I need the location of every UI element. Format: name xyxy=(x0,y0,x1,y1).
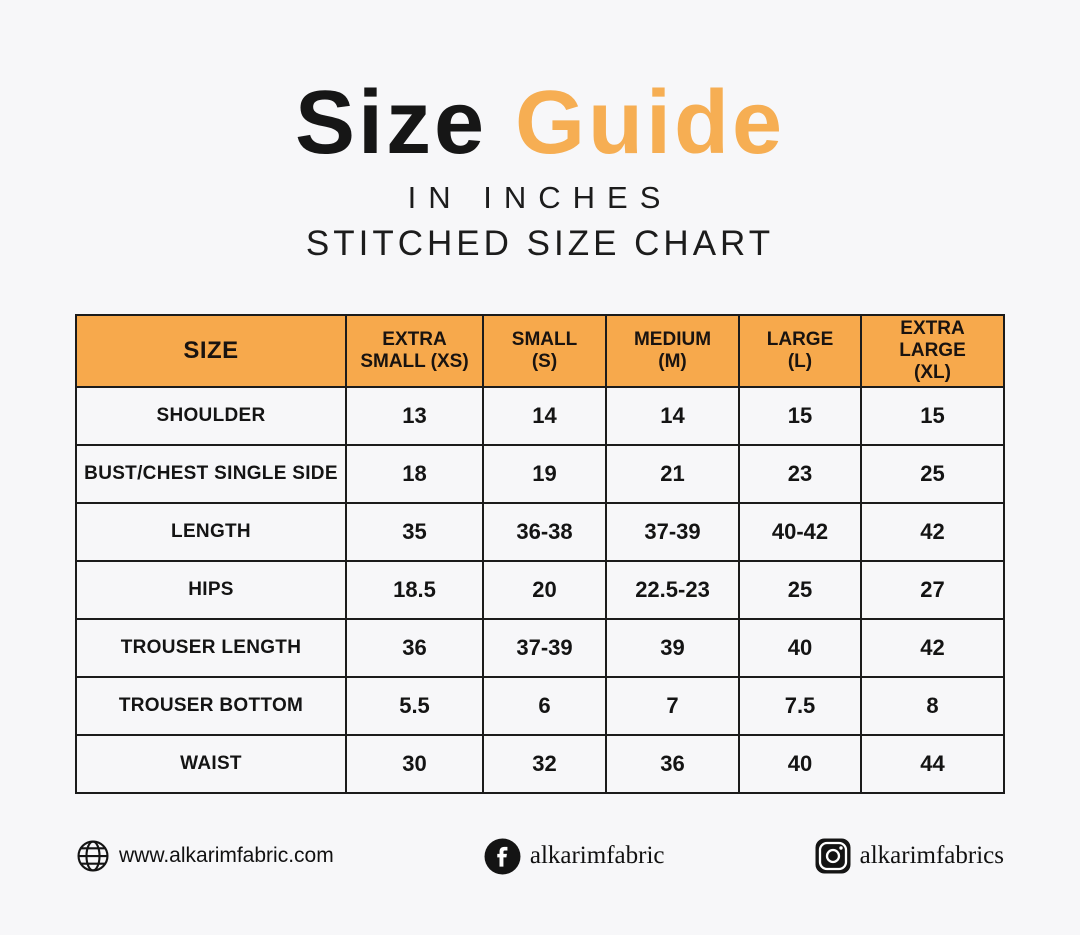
size-value: 37-39 xyxy=(605,501,740,562)
size-value: 25 xyxy=(860,443,1005,504)
table-row-shoulder: SHOULDER 13 14 14 15 15 xyxy=(75,385,1005,446)
globe-icon xyxy=(76,839,110,873)
size-value: 8 xyxy=(860,675,1005,736)
size-value: 6 xyxy=(482,675,607,736)
page-title-size: Size xyxy=(294,73,488,173)
row-label: WAIST xyxy=(75,733,347,794)
website-text: www.alkarimfabric.com xyxy=(119,844,334,868)
size-value: 30 xyxy=(345,733,484,794)
size-value: 14 xyxy=(605,385,740,446)
table-row-bust-chest: BUST/CHEST SINGLE SIDE 18 19 21 23 25 xyxy=(75,443,1005,504)
size-value: 40-42 xyxy=(738,501,862,562)
row-label: HIPS xyxy=(75,559,347,620)
column-header-extra-large: EXTRA LARGE (XL) xyxy=(860,314,1005,388)
size-value: 18 xyxy=(345,443,484,504)
subtitle-stitched-size-chart: STITCHED SIZE CHART xyxy=(305,224,775,263)
size-chart-table: SIZE EXTRA SMALL (XS) SMALL (S) MEDIUM (… xyxy=(75,314,1005,794)
table-header-row: SIZE EXTRA SMALL (XS) SMALL (S) MEDIUM (… xyxy=(75,314,1005,388)
footer: www.alkarimfabric.com alkarimfabric xyxy=(76,838,1004,875)
facebook-text: alkarimfabric xyxy=(529,842,665,870)
size-value: 40 xyxy=(738,617,862,678)
size-value: 25 xyxy=(738,559,862,620)
header-block: Size Guide IN INCHES STITCHED SIZE CHART xyxy=(0,78,1080,264)
size-value: 18.5 xyxy=(345,559,484,620)
size-value: 13 xyxy=(345,385,484,446)
size-value: 37-39 xyxy=(482,617,607,678)
size-value: 44 xyxy=(860,733,1005,794)
facebook-icon xyxy=(484,838,521,875)
size-value: 36-38 xyxy=(482,501,607,562)
size-value: 40 xyxy=(738,733,862,794)
size-value: 5.5 xyxy=(345,675,484,736)
table-row-trouser-bottom: TROUSER BOTTOM 5.5 6 7 7.5 8 xyxy=(75,675,1005,736)
column-header-large: LARGE (L) xyxy=(738,314,862,388)
row-label: LENGTH xyxy=(75,501,347,562)
size-value: 27 xyxy=(860,559,1005,620)
table-row-trouser-length: TROUSER LENGTH 36 37-39 39 40 42 xyxy=(75,617,1005,678)
size-value: 42 xyxy=(860,501,1005,562)
size-value: 32 xyxy=(482,733,607,794)
page-title: Size Guide xyxy=(0,78,1080,168)
row-label: SHOULDER xyxy=(75,385,347,446)
size-value: 22.5-23 xyxy=(605,559,740,620)
size-value: 21 xyxy=(605,443,740,504)
size-value: 36 xyxy=(345,617,484,678)
row-label: TROUSER LENGTH xyxy=(75,617,347,678)
subtitle-in-inches: IN INCHES xyxy=(407,180,673,215)
column-header-extra-small: EXTRA SMALL (XS) xyxy=(345,314,484,388)
facebook-link[interactable]: alkarimfabric xyxy=(484,838,665,875)
row-label: TROUSER BOTTOM xyxy=(75,675,347,736)
size-value: 20 xyxy=(482,559,607,620)
table-row-hips: HIPS 18.5 20 22.5-23 25 27 xyxy=(75,559,1005,620)
table-row-length: LENGTH 35 36-38 37-39 40-42 42 xyxy=(75,501,1005,562)
instagram-link[interactable]: alkarimfabrics xyxy=(815,838,1004,874)
size-value: 36 xyxy=(605,733,740,794)
size-value: 7 xyxy=(605,675,740,736)
size-value: 42 xyxy=(860,617,1005,678)
size-value: 39 xyxy=(605,617,740,678)
row-label: BUST/CHEST SINGLE SIDE xyxy=(75,443,347,504)
column-header-small: SMALL (S) xyxy=(482,314,607,388)
size-value: 15 xyxy=(860,385,1005,446)
instagram-icon xyxy=(815,838,851,874)
page-title-guide: Guide xyxy=(515,73,786,173)
column-header-size: SIZE xyxy=(75,314,347,388)
size-value: 35 xyxy=(345,501,484,562)
instagram-text: alkarimfabrics xyxy=(859,842,1004,870)
size-value: 7.5 xyxy=(738,675,862,736)
size-value: 23 xyxy=(738,443,862,504)
size-value: 15 xyxy=(738,385,862,446)
table-row-waist: WAIST 30 32 36 40 44 xyxy=(75,733,1005,794)
size-value: 14 xyxy=(482,385,607,446)
website-link[interactable]: www.alkarimfabric.com xyxy=(76,839,334,873)
column-header-medium: MEDIUM (M) xyxy=(605,314,740,388)
size-value: 19 xyxy=(482,443,607,504)
